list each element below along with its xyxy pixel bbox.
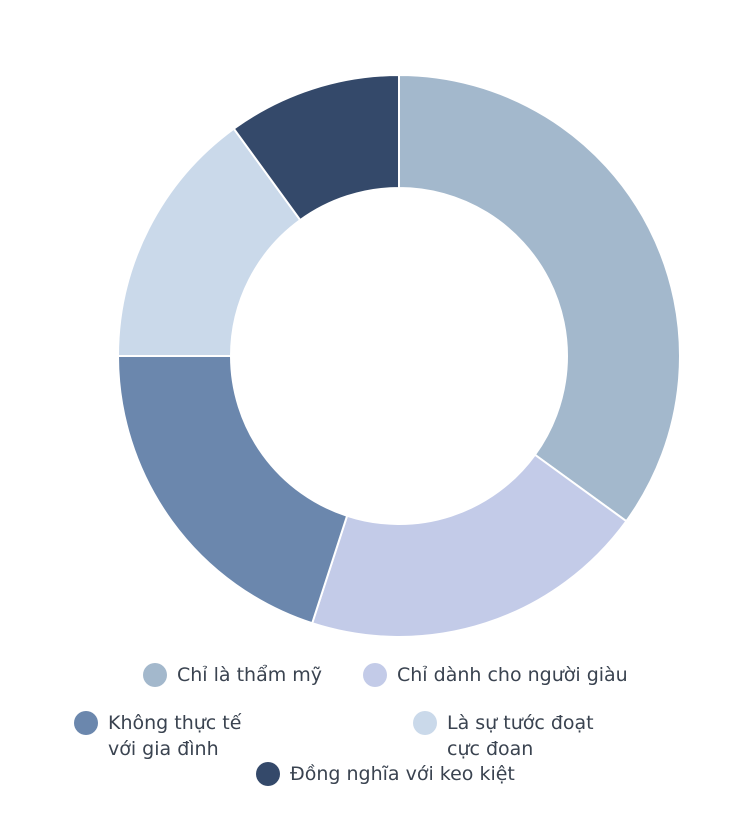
legend-item: Chỉ dành cho người giàu (363, 662, 697, 688)
legend-item: Chỉ là thẩm mỹ (143, 662, 397, 688)
legend-label: Đồng nghĩa với keo kiệt (290, 763, 515, 785)
legend-marker (143, 663, 167, 687)
legend-label: Không thực tế với gia đình (108, 712, 242, 760)
legend-label: Chỉ là thẩm mỹ (177, 664, 323, 686)
legend-item: Đồng nghĩa với keo kiệt (256, 761, 590, 787)
donut-slice (398, 73, 681, 523)
legend-marker (413, 711, 437, 735)
legend-marker (256, 762, 280, 786)
donut-slice (116, 355, 349, 625)
legend-label: Là sự tước đoạt cực đoan (447, 712, 594, 760)
legend-item: Là sự tước đoạt cực đoan (413, 710, 622, 762)
legend-marker (363, 663, 387, 687)
legend-marker (74, 711, 98, 735)
donut-slice (310, 453, 628, 638)
legend-label: Chỉ dành cho người giàu (397, 664, 628, 686)
donut-slice (232, 73, 400, 222)
legend-item: Không thực tế với gia đình (74, 710, 263, 762)
